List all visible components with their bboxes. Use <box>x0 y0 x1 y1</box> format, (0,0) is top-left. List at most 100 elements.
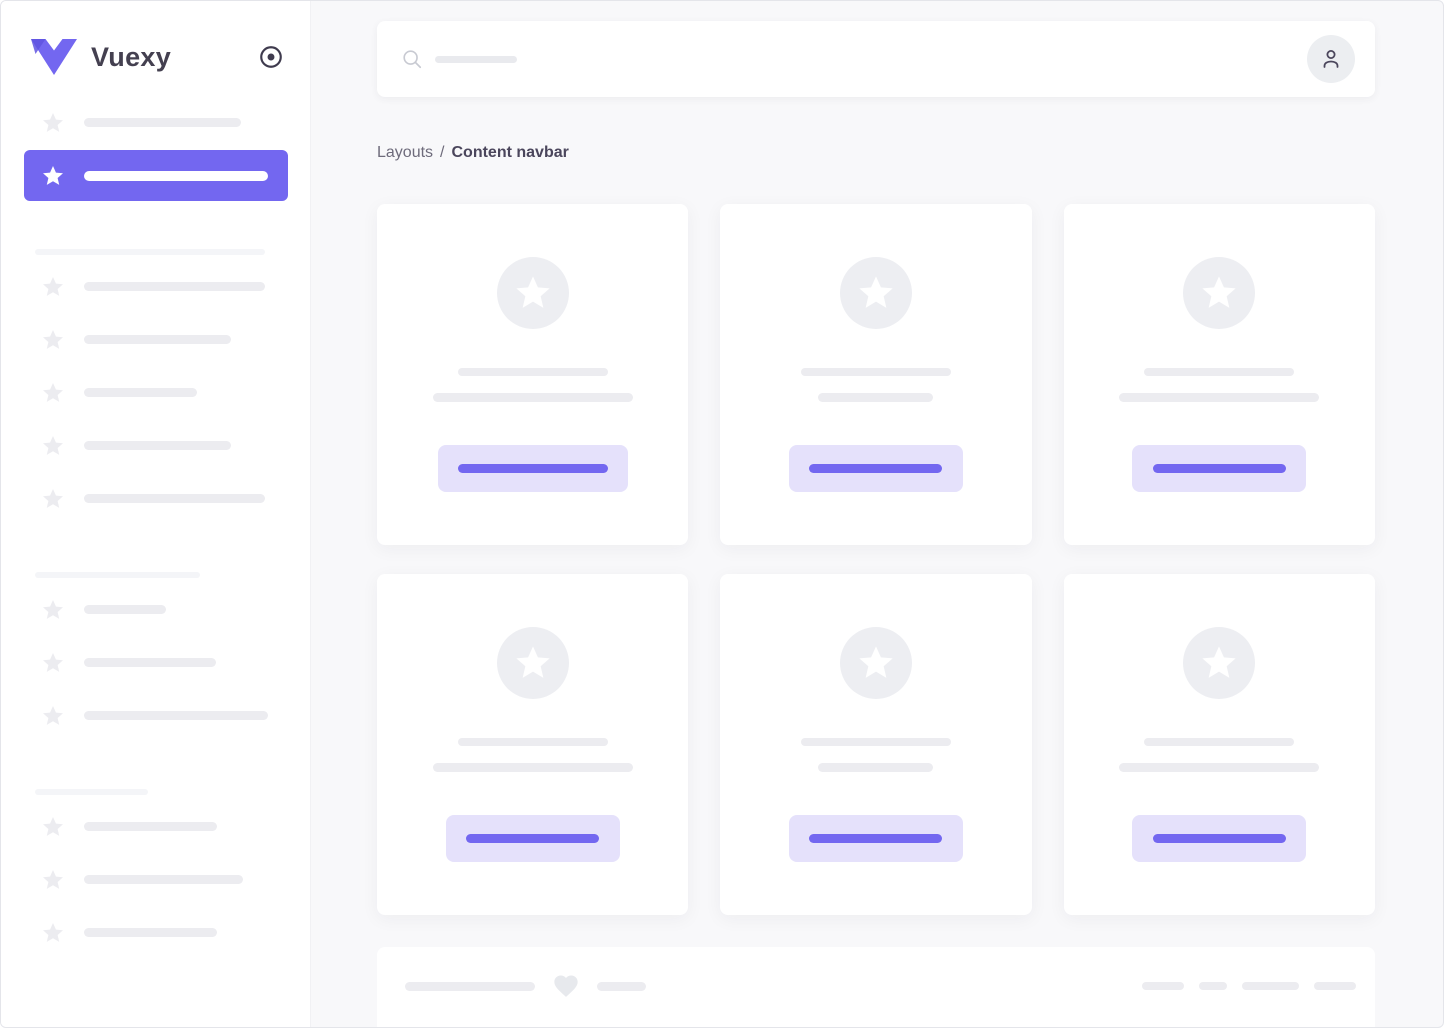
sidebar-item-skeleton[interactable] <box>1 366 310 419</box>
star-circle <box>496 627 569 699</box>
sidebar-section-divider <box>1 566 310 583</box>
star-circle <box>839 627 912 699</box>
footer-link-skeleton <box>1199 982 1227 990</box>
menu-label-skeleton <box>84 711 268 720</box>
sidebar-item-skeleton[interactable] <box>1 419 310 472</box>
radio-circle-icon <box>260 46 282 68</box>
feature-card <box>1063 204 1375 545</box>
star-icon <box>41 651 65 675</box>
menu-label-skeleton <box>84 928 217 937</box>
breadcrumb: Layouts / Content navbar <box>377 144 1375 162</box>
sidebar-item-skeleton[interactable] <box>1 800 310 853</box>
heart-icon <box>552 972 580 1000</box>
menu-label-skeleton <box>35 788 148 795</box>
menu-label-skeleton <box>84 282 265 291</box>
star-circle <box>1183 257 1256 329</box>
sidebar-item-skeleton[interactable] <box>1 313 310 366</box>
footer-links <box>1142 982 1356 990</box>
sidebar-item-skeleton[interactable] <box>1 96 310 149</box>
star-icon <box>1202 276 1236 308</box>
sidebar-item-skeleton[interactable] <box>1 906 310 959</box>
card-subtitle-skeleton <box>432 763 633 772</box>
menu-label-skeleton <box>35 571 200 578</box>
search-placeholder-skeleton <box>435 55 517 63</box>
breadcrumb-current: Content navbar <box>451 144 569 161</box>
footer-text-skeleton <box>405 981 535 991</box>
feature-card <box>1063 574 1375 915</box>
card-title-skeleton <box>800 368 951 376</box>
sidebar-item-skeleton[interactable] <box>1 472 310 525</box>
sidebar-item-active[interactable] <box>24 150 288 201</box>
menu-label-skeleton <box>84 822 217 831</box>
star-icon <box>515 276 550 308</box>
star-circle <box>1183 627 1256 699</box>
sidebar-item-skeleton[interactable] <box>1 636 310 689</box>
button-label-skeleton <box>809 834 943 843</box>
star-icon <box>41 487 65 511</box>
feature-card <box>720 574 1032 915</box>
menu-label-skeleton <box>84 875 243 884</box>
star-icon <box>41 275 65 299</box>
footer-text-skeleton <box>597 981 646 991</box>
menu-label-skeleton <box>84 605 166 614</box>
card-title-skeleton <box>457 368 608 376</box>
menu-label-skeleton <box>84 658 216 667</box>
star-icon <box>41 921 65 945</box>
sidebar-section-divider <box>1 243 310 260</box>
top-navbar <box>377 21 1375 97</box>
card-subtitle-skeleton <box>432 393 633 402</box>
menu-label-skeleton <box>84 441 231 450</box>
star-icon <box>41 328 65 352</box>
sidebar-menu <box>1 96 310 959</box>
button-label-skeleton <box>457 464 608 473</box>
menu-label-skeleton <box>84 494 265 503</box>
feature-card <box>377 574 689 915</box>
star-icon <box>1202 646 1236 678</box>
search-control[interactable] <box>401 48 517 70</box>
breadcrumb-parent[interactable]: Layouts <box>377 144 434 161</box>
menu-pin-toggle[interactable] <box>258 44 284 70</box>
card-action-button[interactable] <box>788 445 963 492</box>
star-icon <box>859 276 893 308</box>
card-title-skeleton <box>800 738 951 746</box>
card-title-skeleton <box>1144 738 1295 746</box>
sidebar-item-skeleton[interactable] <box>1 260 310 313</box>
button-label-skeleton <box>1152 834 1286 843</box>
sidebar-header: Vuexy <box>1 1 310 80</box>
card-subtitle-skeleton <box>1119 763 1320 772</box>
button-label-skeleton <box>466 834 600 843</box>
card-action-button[interactable] <box>788 815 963 862</box>
star-icon <box>41 434 65 458</box>
sidebar-item-skeleton[interactable] <box>1 583 310 636</box>
sidebar-section-divider <box>1 783 310 800</box>
card-action-button[interactable] <box>445 815 620 862</box>
sidebar-item-skeleton[interactable] <box>1 853 310 906</box>
sidebar-item-skeleton[interactable] <box>1 689 310 742</box>
card-action-button[interactable] <box>1132 815 1307 862</box>
menu-label-skeleton <box>84 118 241 127</box>
card-title-skeleton <box>1144 368 1295 376</box>
user-avatar-button[interactable] <box>1307 35 1355 83</box>
button-label-skeleton <box>1152 464 1286 473</box>
card-action-button[interactable] <box>437 445 628 492</box>
footer-link-skeleton <box>1142 982 1184 990</box>
star-icon <box>41 868 65 892</box>
brand-title: Vuexy <box>91 41 172 72</box>
menu-label-skeleton <box>84 388 197 397</box>
card-subtitle-skeleton <box>818 763 934 772</box>
card-action-button[interactable] <box>1132 445 1307 492</box>
menu-label-skeleton <box>84 335 231 344</box>
button-label-skeleton <box>809 464 943 473</box>
star-icon <box>41 815 65 839</box>
star-icon <box>41 381 65 405</box>
star-icon <box>41 164 65 188</box>
star-circle <box>496 257 569 329</box>
breadcrumb-separator: / <box>440 144 445 161</box>
sidebar: Vuexy <box>1 1 311 1027</box>
star-icon <box>41 704 65 728</box>
brand-logo[interactable]: Vuexy <box>31 39 171 75</box>
card-subtitle-skeleton <box>818 393 934 402</box>
card-subtitle-skeleton <box>1119 393 1320 402</box>
feature-card <box>377 204 689 545</box>
